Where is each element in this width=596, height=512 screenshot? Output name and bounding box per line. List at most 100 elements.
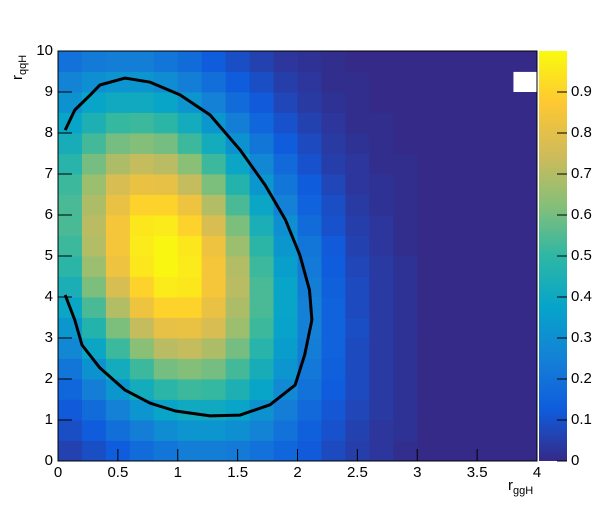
heatmap-cell [81, 51, 107, 72]
heatmap-cell [321, 358, 346, 380]
heatmap-cell [513, 92, 538, 113]
y-tick-label: 4 [45, 288, 53, 305]
heatmap-cell [177, 420, 203, 441]
heatmap-cell [177, 379, 203, 400]
heatmap-cell [441, 92, 466, 113]
heatmap-cell [177, 71, 203, 93]
heatmap-cell [393, 317, 418, 339]
heatmap-cell [417, 358, 442, 380]
heatmap-cell [81, 297, 107, 318]
y-tick-label: 3 [45, 329, 53, 346]
heatmap-cell [153, 256, 179, 277]
heatmap-cell [201, 133, 227, 154]
heatmap-cell [489, 174, 514, 195]
heatmap-cell [81, 440, 107, 462]
heatmap-cell [201, 174, 227, 195]
heatmap-cell [153, 297, 179, 318]
heatmap-cell [273, 276, 298, 298]
heatmap-cell [273, 358, 298, 380]
y-tick-label: 6 [45, 206, 53, 223]
heatmap-cell [105, 399, 131, 421]
heatmap-cell [273, 256, 298, 277]
heatmap-cell [105, 153, 131, 175]
heatmap-cell [369, 420, 394, 441]
heatmap-cell [153, 153, 179, 175]
heatmap-cell [417, 133, 442, 154]
heatmap-cell [225, 399, 250, 421]
heatmap-cell [513, 215, 538, 236]
heatmap-cell [273, 153, 298, 175]
heatmap-cell [369, 112, 394, 134]
heatmap-cell [297, 338, 322, 359]
heatmap-cell [105, 71, 131, 93]
heatmap-cell [369, 153, 394, 175]
heatmap-cell [393, 92, 418, 113]
heatmap-cell [441, 174, 466, 195]
heatmap-cell [201, 317, 227, 339]
heatmap-cell [417, 276, 442, 298]
heatmap-cell [489, 235, 514, 257]
heatmap-cell [153, 317, 179, 339]
heatmap-cell [321, 297, 346, 318]
heatmap-cell [441, 215, 466, 236]
heatmap-cell [417, 51, 442, 72]
heatmap-cell [369, 338, 394, 359]
heatmap-cell [321, 235, 346, 257]
heatmap-cell [129, 112, 155, 134]
heatmap-cell [369, 297, 394, 318]
heatmap-cell [345, 194, 370, 216]
heatmap-cell [417, 338, 442, 359]
heatmap-cell [129, 399, 155, 421]
heatmap-cell [441, 71, 466, 93]
heatmap-cell [321, 71, 346, 93]
heatmap-cell [297, 379, 322, 400]
heatmap-cell [465, 215, 490, 236]
heatmap-cell [417, 215, 442, 236]
heatmap-cell [513, 379, 538, 400]
heatmap-cell [249, 51, 274, 72]
heatmap-cell [417, 379, 442, 400]
heatmap-cell [177, 174, 203, 195]
heatmap-cell [153, 440, 179, 462]
heatmap-cell [345, 297, 370, 318]
heatmap-cell [417, 71, 442, 93]
heatmap-cell [249, 317, 274, 339]
heatmap-cell [225, 174, 250, 195]
heatmap-cell [513, 256, 538, 277]
heatmap-cell [297, 71, 322, 93]
heatmap-cell [201, 71, 227, 93]
heatmap-cell [513, 276, 538, 298]
heatmap-cell [58, 92, 83, 113]
heatmap-cell [177, 276, 203, 298]
heatmap-cell [153, 420, 179, 441]
y-label-sub: qqH [17, 55, 29, 75]
heatmap-cell [465, 51, 490, 72]
heatmap-cell [153, 235, 179, 257]
heatmap-cell [345, 420, 370, 441]
heatmap-cell [417, 194, 442, 216]
heatmap-cell [273, 71, 298, 93]
heatmap-cell [345, 358, 370, 380]
heatmap-cell [465, 317, 490, 339]
heatmap-cell [441, 133, 466, 154]
heatmap-cell [129, 420, 155, 441]
heatmap-cell [465, 92, 490, 113]
heatmap-cell [369, 235, 394, 257]
heatmap-cell [177, 112, 203, 134]
heatmap-cell [225, 297, 250, 318]
heatmap-cell [441, 317, 466, 339]
heatmap-cell [489, 133, 514, 154]
heatmap-cell [81, 215, 107, 236]
heatmap-cell [321, 92, 346, 113]
heatmap-cell [273, 338, 298, 359]
heatmap-cell [105, 215, 131, 236]
heatmap-cell [369, 358, 394, 380]
heatmap-cell [153, 215, 179, 236]
heatmap-cell [321, 256, 346, 277]
heatmap-cell [369, 174, 394, 195]
x-tick-label: 1 [174, 464, 182, 481]
heatmap-cell [441, 420, 466, 441]
heatmap-cell [513, 235, 538, 257]
heatmap-cell [273, 420, 298, 441]
heatmap-cell [345, 92, 370, 113]
